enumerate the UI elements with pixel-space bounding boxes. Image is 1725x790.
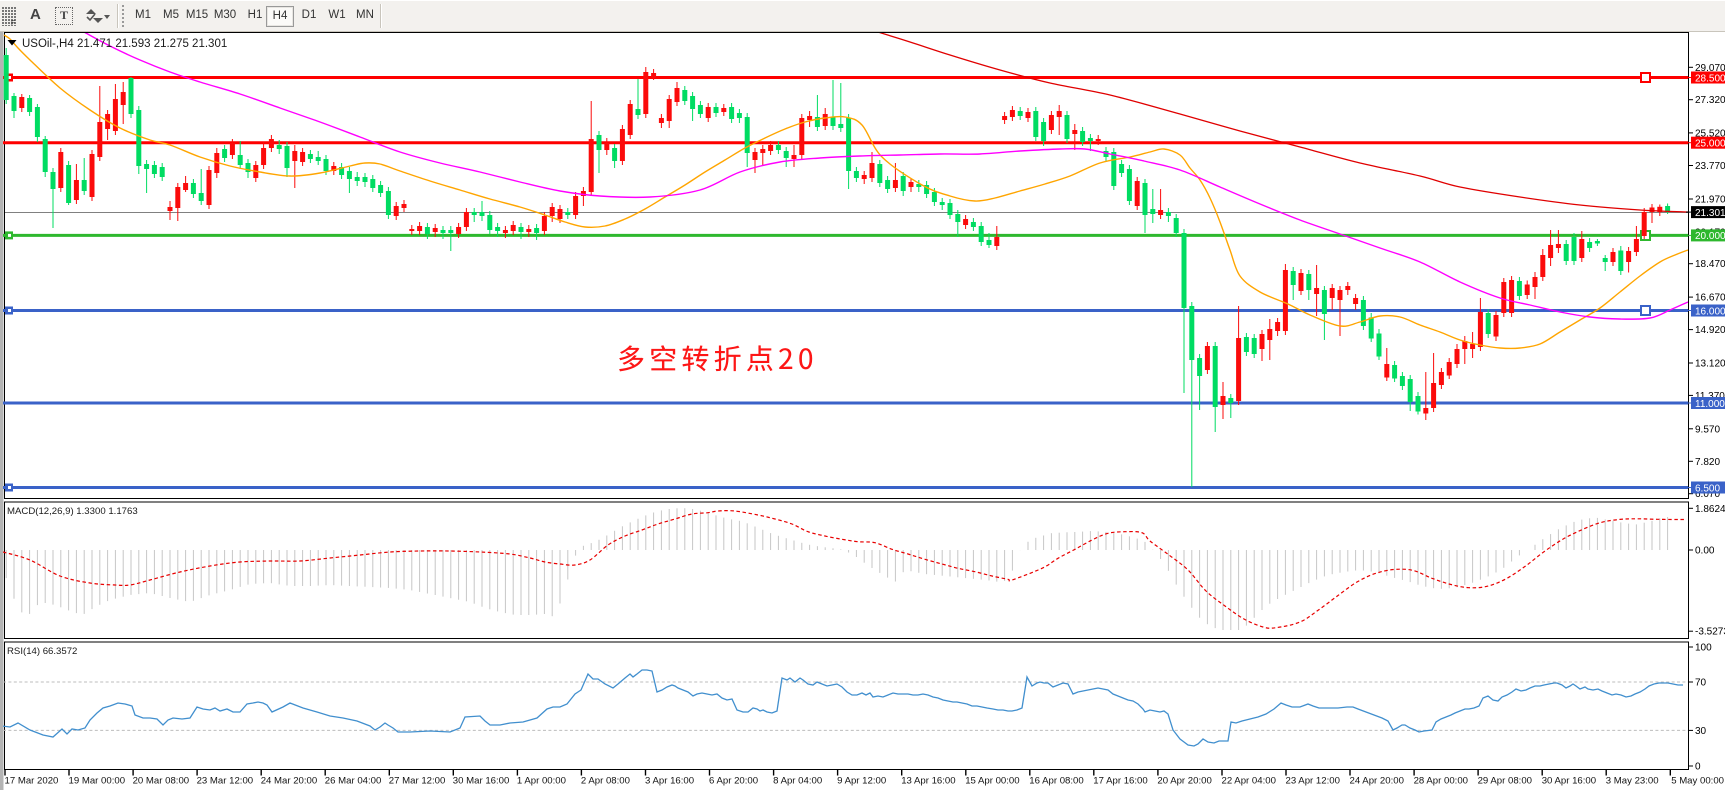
svg-text:23 Apr 12:00: 23 Apr 12:00 (1286, 776, 1340, 787)
svg-text:24 Mar 20:00: 24 Mar 20:00 (261, 776, 318, 787)
svg-text:MACD(12,26,9) 1.3300 1.1763: MACD(12,26,9) 1.3300 1.1763 (7, 506, 138, 517)
svg-text:3 Apr 16:00: 3 Apr 16:00 (645, 776, 694, 787)
svg-text:28.500: 28.500 (1695, 73, 1725, 84)
svg-text:9.570: 9.570 (1695, 424, 1720, 435)
svg-text:15 Apr 00:00: 15 Apr 00:00 (965, 776, 1019, 787)
svg-text:27.320: 27.320 (1695, 95, 1725, 106)
svg-text:100: 100 (1695, 643, 1712, 654)
svg-text:70: 70 (1695, 678, 1707, 689)
svg-text:28 Apr 00:00: 28 Apr 00:00 (1414, 776, 1468, 787)
svg-text:3 May 23:00: 3 May 23:00 (1606, 776, 1659, 787)
svg-text:23 Mar 12:00: 23 Mar 12:00 (197, 776, 254, 787)
svg-text:16.670: 16.670 (1695, 293, 1725, 304)
svg-text:23.770: 23.770 (1695, 161, 1725, 172)
svg-text:6.070: 6.070 (1695, 489, 1720, 500)
svg-text:0: 0 (1695, 762, 1701, 773)
svg-text:26 Mar 04:00: 26 Mar 04:00 (325, 776, 382, 787)
svg-text:30: 30 (1695, 726, 1707, 737)
svg-text:16.000: 16.000 (1695, 306, 1725, 317)
svg-text:20.000: 20.000 (1695, 231, 1725, 242)
svg-text:17 Apr 16:00: 17 Apr 16:00 (1093, 776, 1147, 787)
svg-text:1 Apr 00:00: 1 Apr 00:00 (517, 776, 566, 787)
svg-text:19 Mar 00:00: 19 Mar 00:00 (69, 776, 126, 787)
svg-text:22 Apr 04:00: 22 Apr 04:00 (1222, 776, 1276, 787)
svg-text:25.000: 25.000 (1695, 139, 1725, 150)
svg-text:24 Apr 20:00: 24 Apr 20:00 (1350, 776, 1404, 787)
svg-text:21.301: 21.301 (1695, 208, 1725, 219)
svg-text:30 Apr 16:00: 30 Apr 16:00 (1542, 776, 1596, 787)
svg-text:9 Apr 12:00: 9 Apr 12:00 (837, 776, 886, 787)
svg-text:F: F (11, 20, 15, 26)
svg-text:5 May 00:00: 5 May 00:00 (1671, 776, 1724, 787)
svg-text:16 Apr 08:00: 16 Apr 08:00 (1029, 776, 1083, 787)
svg-text:27 Mar 12:00: 27 Mar 12:00 (389, 776, 446, 787)
svg-text:29 Apr 08:00: 29 Apr 08:00 (1478, 776, 1532, 787)
svg-text:11.370: 11.370 (1695, 391, 1725, 402)
svg-text:8 Apr 04:00: 8 Apr 04:00 (773, 776, 822, 787)
svg-text:2 Apr 08:00: 2 Apr 08:00 (581, 776, 630, 787)
svg-text:6.500: 6.500 (1695, 483, 1720, 494)
svg-text:21.970: 21.970 (1695, 195, 1725, 206)
svg-text:7.820: 7.820 (1695, 457, 1720, 468)
svg-text:13 Apr 16:00: 13 Apr 16:00 (901, 776, 955, 787)
svg-text:6 Apr 20:00: 6 Apr 20:00 (709, 776, 758, 787)
svg-text:USOil-,H4 21.471 21.593 21.27: USOil-,H4 21.471 21.593 21.275 21.301 (22, 38, 227, 50)
svg-text:RSI(14) 66.3572: RSI(14) 66.3572 (7, 646, 77, 657)
svg-text:20 Mar 08:00: 20 Mar 08:00 (133, 776, 190, 787)
svg-text:17 Mar 2020: 17 Mar 2020 (5, 776, 59, 787)
svg-text:13.120: 13.120 (1695, 359, 1725, 370)
svg-text:25.520: 25.520 (1695, 128, 1725, 139)
svg-text:18.470: 18.470 (1695, 259, 1725, 270)
svg-text:0.00: 0.00 (1695, 546, 1715, 557)
svg-text:29.070: 29.070 (1695, 63, 1725, 74)
svg-text:30 Mar 16:00: 30 Mar 16:00 (453, 776, 510, 787)
svg-text:20 Apr 20:00: 20 Apr 20:00 (1157, 776, 1211, 787)
svg-text:1.8624: 1.8624 (1695, 504, 1725, 515)
svg-text:11.000: 11.000 (1695, 399, 1725, 410)
svg-text:-3.5273: -3.5273 (1695, 627, 1725, 638)
svg-text:14.920: 14.920 (1695, 325, 1725, 336)
